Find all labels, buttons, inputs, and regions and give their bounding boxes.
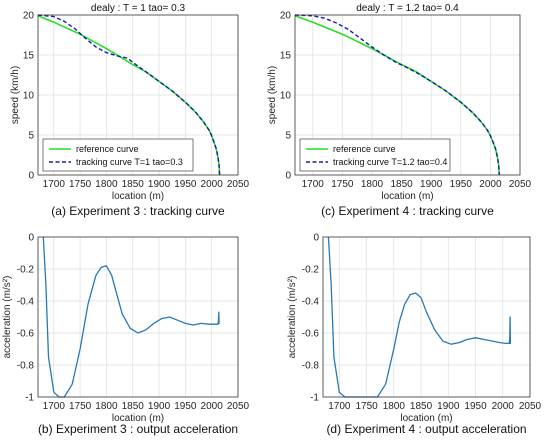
series-line-acceleration <box>42 236 220 398</box>
chart-b: 1700 1750 1800 1850 1900 1950 2000 2050 -1 -0.8 -0… <box>2 233 250 437</box>
axes-box <box>322 236 531 398</box>
x-tick-label: 1850 <box>410 401 433 412</box>
x-tick-label: 1750 <box>331 179 354 190</box>
legend-box <box>42 138 194 172</box>
y-tick-label: -1 <box>310 393 319 404</box>
legend-entry: tracking curve T=1 tao=0.3 <box>76 157 183 167</box>
y-tick-label: -0.2 <box>302 265 320 276</box>
chart-caption: (b) Experiment 3 : output acceleration <box>38 422 238 436</box>
x-tick-label: 1750 <box>69 179 92 190</box>
y-axis-label: speed (km/h) <box>10 66 21 124</box>
y-tick-label: -0.8 <box>17 361 35 372</box>
x-tick-label: 2000 <box>479 179 502 190</box>
x-tick-label: 2000 <box>201 179 224 190</box>
legend-box <box>299 138 451 172</box>
y-tick-label: -0.4 <box>302 297 320 308</box>
x-tick-label: 2050 <box>519 401 542 412</box>
y-tick-label: 0 <box>28 171 34 182</box>
axes-box <box>37 14 239 176</box>
x-tick-label: 1800 <box>95 401 118 412</box>
legend-entry: tracking curve T=1.2 tao=0.4 <box>333 157 447 167</box>
x-tick-label: 1950 <box>450 179 473 190</box>
legend: reference curve tracking curve T=1.2 tao=… <box>299 138 451 172</box>
y-axis-label: speed (km/h) <box>267 66 278 124</box>
y-tick-label: -1 <box>25 393 34 404</box>
y-tick-label: 0 <box>28 233 34 244</box>
x-tick-label: 1800 <box>383 401 406 412</box>
chart-title: dealy : T = 1.2 tao= 0.4 <box>356 3 459 14</box>
chart-caption: (d) Experiment 4 : output acceleration <box>326 422 526 436</box>
legend-entry: reference curve <box>333 144 396 154</box>
x-tick-label: 1700 <box>43 179 66 190</box>
x-tick-label: 1900 <box>420 179 443 190</box>
x-tick-label: 1900 <box>148 179 171 190</box>
axes-box <box>37 236 239 398</box>
y-axis-label: acceleration (m/s²) <box>287 276 298 359</box>
x-tick-label: 1800 <box>361 179 384 190</box>
x-tick-label: 1950 <box>174 179 197 190</box>
x-tick-label: 1850 <box>122 179 145 190</box>
x-tick-label: 2050 <box>227 179 250 190</box>
y-tick-label: -0.4 <box>17 297 35 308</box>
y-axis-label: acceleration (m/s²) <box>2 276 13 359</box>
y-tick-label: -0.2 <box>17 265 35 276</box>
x-axis-label: location (m) <box>381 191 433 202</box>
chart-d: 1700 1750 1800 1850 1900 1950 2000 2050 -1 -0.8 -0… <box>287 233 542 437</box>
x-tick-label: 1950 <box>464 401 487 412</box>
x-axis-label: location (m) <box>112 413 164 424</box>
x-tick-label: 1900 <box>437 401 460 412</box>
plot-area <box>38 237 238 397</box>
legend: reference curve tracking curve T=1 tao=0.… <box>42 138 194 172</box>
x-tick-label: 2050 <box>509 179 532 190</box>
y-tick-label: 15 <box>23 51 35 62</box>
y-tick-label: -0.6 <box>17 329 35 340</box>
x-tick-label: 1900 <box>148 401 171 412</box>
y-tick-label: 10 <box>23 91 35 102</box>
plot-area <box>323 237 530 397</box>
legend-entry: reference curve <box>76 144 139 154</box>
x-tick-label: 2000 <box>492 401 515 412</box>
y-tick-label: 20 <box>280 11 292 22</box>
y-tick-label: 10 <box>280 91 292 102</box>
y-tick-label: 5 <box>28 131 34 142</box>
chart-c: 1700 1750 1800 1850 1900 1950 2000 2050 0 5 10 15 20… <box>267 3 532 218</box>
chart-title: dealy : T = 1 tao= 0.3 <box>91 3 186 14</box>
chart-a: 1700 1750 1800 1850 1900 1950 2000 2050 0 5 10 15 20… <box>10 3 250 218</box>
x-tick-label: 2000 <box>201 401 224 412</box>
chart-caption: (c) Experiment 4 : tracking curve <box>321 204 494 218</box>
y-tick-label: -0.8 <box>302 361 320 372</box>
x-tick-label: 1700 <box>43 401 66 412</box>
x-tick-label: 1750 <box>69 401 92 412</box>
chart-caption: (a) Experiment 3 : tracking curve <box>51 204 225 218</box>
x-axis-label: location (m) <box>400 413 452 424</box>
x-tick-label: 1750 <box>355 401 378 412</box>
x-tick-label: 1800 <box>95 179 118 190</box>
y-tick-label: 0 <box>285 171 291 182</box>
x-tick-label: 1950 <box>174 401 197 412</box>
series-line-tracking <box>37 14 221 176</box>
axes-box <box>294 14 521 176</box>
x-tick-label: 1700 <box>302 179 325 190</box>
x-tick-label: 1700 <box>328 401 351 412</box>
x-tick-label: 2050 <box>227 401 250 412</box>
y-tick-label: 15 <box>280 51 292 62</box>
y-tick-label: 0 <box>313 233 319 244</box>
y-tick-label: 20 <box>23 11 35 22</box>
x-tick-label: 1850 <box>122 401 145 412</box>
y-tick-label: 5 <box>285 131 291 142</box>
y-tick-label: -0.6 <box>302 329 320 340</box>
x-tick-label: 1850 <box>390 179 413 190</box>
x-axis-label: location (m) <box>112 191 164 202</box>
